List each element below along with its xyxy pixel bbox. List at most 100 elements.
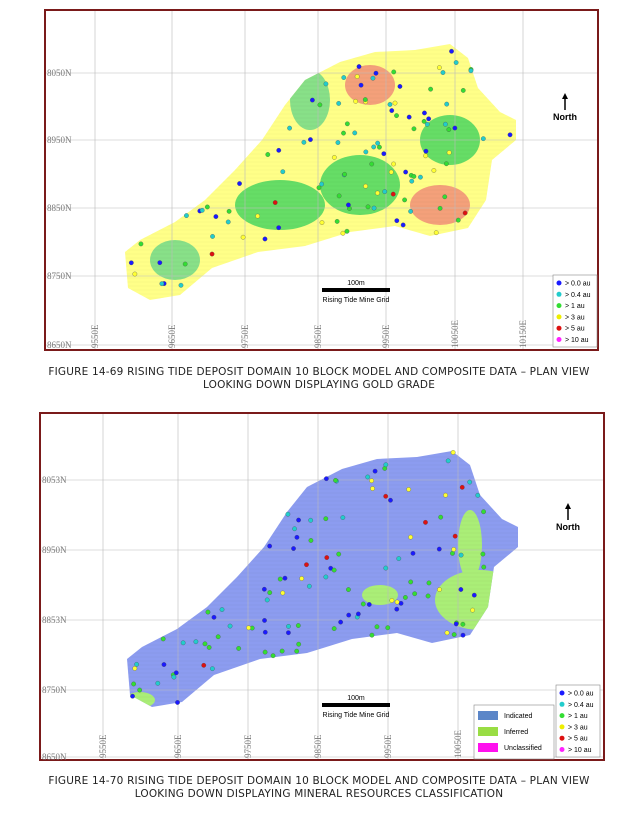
composite-sample bbox=[255, 213, 260, 219]
scale-bar bbox=[322, 703, 390, 707]
composite-sample bbox=[219, 607, 225, 612]
legend-label: > 1 au bbox=[568, 713, 588, 720]
composite-sample bbox=[134, 661, 139, 667]
composite-sample bbox=[423, 153, 428, 159]
composite-sample bbox=[308, 517, 314, 523]
legend-label: > 0.0 au bbox=[568, 691, 594, 698]
composite-sample bbox=[422, 110, 427, 116]
composite-sample bbox=[323, 574, 329, 580]
composite-sample bbox=[383, 565, 389, 571]
composite-sample bbox=[369, 478, 374, 484]
composite-sample bbox=[450, 551, 455, 556]
composite-sample bbox=[444, 630, 450, 636]
composite-sample bbox=[319, 220, 325, 225]
composite-sample bbox=[391, 69, 397, 75]
easting-label: 9750E bbox=[243, 734, 253, 758]
easting-label: 9650E bbox=[173, 734, 183, 758]
legend-swatch bbox=[556, 291, 562, 297]
composite-sample bbox=[418, 174, 423, 180]
composite-sample bbox=[411, 126, 417, 132]
composite-sample bbox=[336, 551, 342, 557]
legend-label: > 0.4 au bbox=[568, 702, 594, 709]
composite-sample bbox=[342, 171, 347, 177]
composite-sample bbox=[138, 241, 144, 247]
composite-sample bbox=[294, 534, 300, 540]
northing-label: 8750N bbox=[47, 271, 72, 281]
composite-sample bbox=[324, 555, 330, 560]
composite-sample bbox=[301, 139, 307, 145]
composite-sample bbox=[411, 174, 417, 179]
figure-caption: LOOKING DOWN DISPLAYING GOLD GRADE bbox=[203, 379, 435, 391]
legend-box bbox=[552, 274, 598, 348]
easting-label: 9650E bbox=[167, 324, 177, 348]
composite-sample bbox=[402, 197, 407, 203]
composite-sample bbox=[391, 161, 396, 167]
composite-sample bbox=[346, 612, 352, 618]
composite-sample bbox=[443, 492, 448, 498]
legend-label: > 1 au bbox=[565, 303, 585, 310]
composite-sample bbox=[408, 534, 413, 540]
legend-label: > 5 au bbox=[565, 326, 585, 333]
composite-sample bbox=[388, 169, 394, 175]
composite-sample bbox=[460, 88, 466, 93]
composite-sample bbox=[373, 70, 379, 76]
composite-sample bbox=[341, 75, 347, 80]
legend-label: > 10 au bbox=[568, 747, 592, 754]
composite-sample bbox=[366, 602, 372, 607]
composite-sample bbox=[362, 97, 368, 102]
composite-sample bbox=[394, 599, 400, 605]
composite-sample bbox=[446, 127, 452, 132]
easting-label: 9550E bbox=[98, 734, 108, 758]
composite-sample bbox=[324, 476, 329, 482]
composite-sample bbox=[369, 161, 375, 167]
composite-sample bbox=[406, 114, 412, 120]
legend-label: > 5 au bbox=[568, 736, 588, 743]
block-model bbox=[127, 451, 518, 707]
composite-sample bbox=[276, 225, 282, 231]
composite-sample bbox=[279, 648, 285, 654]
composite-sample bbox=[403, 595, 408, 600]
composite-sample bbox=[449, 48, 454, 54]
composite-sample bbox=[354, 74, 360, 79]
composite-sample bbox=[459, 484, 465, 490]
northing-label: 8750N bbox=[42, 685, 67, 695]
legend-swatch bbox=[556, 303, 562, 309]
composite-sample bbox=[481, 564, 487, 570]
composite-sample bbox=[201, 662, 207, 668]
legend-swatch bbox=[559, 701, 565, 707]
legend-swatch bbox=[559, 713, 565, 719]
composite-sample bbox=[291, 546, 296, 551]
composite-sample bbox=[369, 632, 375, 638]
scale-label: 100m bbox=[347, 280, 365, 287]
composite-sample bbox=[155, 680, 161, 686]
composite-sample bbox=[374, 624, 380, 630]
composite-sample bbox=[480, 136, 486, 141]
composite-sample bbox=[363, 183, 368, 189]
composite-sample bbox=[344, 121, 350, 127]
composite-sample bbox=[204, 204, 210, 210]
composite-sample bbox=[475, 492, 481, 498]
composite-sample bbox=[159, 281, 165, 287]
composite-sample bbox=[267, 543, 273, 549]
grade-zone bbox=[458, 510, 482, 580]
composite-sample bbox=[383, 462, 389, 468]
composite-sample bbox=[308, 137, 313, 142]
composite-sample bbox=[468, 68, 474, 74]
composite-sample bbox=[394, 113, 399, 118]
grade-zone bbox=[410, 185, 470, 225]
composite-sample bbox=[442, 194, 448, 200]
map-figure bbox=[40, 413, 604, 760]
composite-sample bbox=[433, 230, 439, 236]
composite-sample bbox=[160, 636, 166, 642]
composite-sample bbox=[193, 639, 199, 645]
composite-sample bbox=[381, 151, 387, 157]
composite-sample bbox=[390, 191, 396, 197]
composite-sample bbox=[382, 189, 388, 194]
map-figure bbox=[45, 10, 598, 350]
composite-sample bbox=[209, 251, 215, 257]
composite-sample bbox=[365, 204, 371, 210]
legend-label: > 0.4 au bbox=[565, 292, 591, 299]
composite-sample bbox=[270, 653, 276, 659]
northing-label: 8650N bbox=[42, 752, 67, 762]
composite-sample bbox=[443, 121, 448, 127]
